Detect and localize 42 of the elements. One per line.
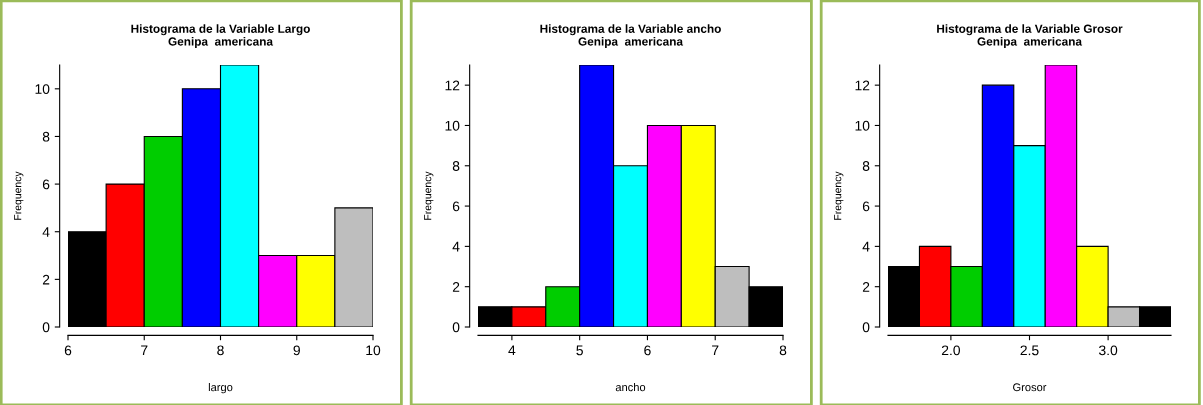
x-tick-label: 7 bbox=[712, 345, 719, 356]
y-tick-label: 10 bbox=[35, 84, 50, 94]
y-tick-label: 6 bbox=[42, 179, 50, 190]
x-tick-label: 2.0 bbox=[941, 345, 960, 356]
y-tick-label: 2 bbox=[862, 282, 870, 292]
y-tick-label: 2 bbox=[42, 274, 50, 285]
x-tick-label: 6 bbox=[64, 345, 72, 356]
y-tick-label: 4 bbox=[42, 227, 50, 237]
y-tick-label: 10 bbox=[855, 120, 870, 131]
x-tick-label: 5 bbox=[576, 345, 583, 356]
x-tick-label: 8 bbox=[217, 345, 224, 356]
y-tick-label: 6 bbox=[452, 201, 460, 212]
x-axis-title: Grosor bbox=[1013, 383, 1047, 392]
y-tick-label: 2 bbox=[452, 282, 460, 292]
y-axis-title: Frequency bbox=[14, 171, 24, 220]
x-tick-label: 3.0 bbox=[1098, 345, 1118, 356]
chart-title: Histograma de la Variable ancho Genipa americana bbox=[540, 24, 721, 49]
y-tick-label: 8 bbox=[452, 161, 460, 171]
y-tick-label: 8 bbox=[862, 161, 870, 171]
y-tick-label: 0 bbox=[452, 322, 460, 333]
y-tick-label: 12 bbox=[445, 80, 460, 91]
chart-title: Histograma de la Variable Grosor Genipa americana bbox=[937, 24, 1123, 49]
y-tick-label: 10 bbox=[445, 120, 460, 131]
y-axis-title: Frequency bbox=[834, 171, 844, 220]
y-tick-label: 8 bbox=[42, 131, 50, 142]
x-tick-label: 2.5 bbox=[1020, 345, 1039, 356]
x-tick-label: 8 bbox=[779, 345, 787, 356]
y-tick-label: 12 bbox=[855, 80, 870, 91]
y-tick-label: 0 bbox=[42, 322, 50, 333]
x-tick-label: 7 bbox=[141, 345, 148, 356]
x-tick-label: 6 bbox=[644, 345, 651, 356]
x-tick-label: 4 bbox=[508, 345, 516, 356]
x-axis-title: ancho bbox=[615, 383, 646, 392]
x-tick-label: 9 bbox=[293, 345, 300, 356]
chart-title: Histograma de la Variable Largo Genipa americana bbox=[131, 24, 310, 49]
x-tick-label: 10 bbox=[366, 345, 381, 356]
y-tick-label: 0 bbox=[862, 322, 870, 333]
y-tick-label: 4 bbox=[862, 241, 870, 252]
x-axis-title: largo bbox=[208, 383, 233, 394]
y-tick-label: 4 bbox=[452, 241, 460, 252]
y-tick-label: 6 bbox=[862, 201, 870, 212]
y-axis-title: Frequency bbox=[424, 171, 434, 220]
